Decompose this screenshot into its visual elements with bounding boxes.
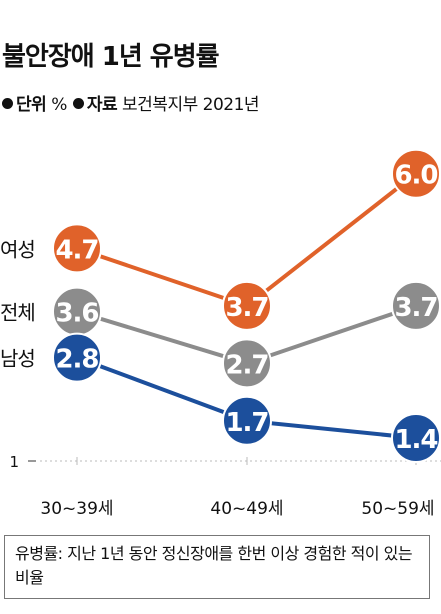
series-label-2: 전체 (0, 301, 35, 325)
point-marker (222, 280, 272, 331)
y-tick-label: 1 (9, 453, 19, 471)
data-point: 2.7 (222, 338, 272, 389)
series-label-3: 남성 (0, 347, 35, 371)
data-point: 1.7 (222, 395, 272, 446)
data-point: 6.0 (391, 148, 441, 199)
data-label: 1.4 (394, 425, 437, 455)
data-label: 3.7 (225, 293, 268, 323)
point-marker (222, 395, 272, 446)
data-point: 3.7 (391, 280, 441, 331)
point-marker (222, 338, 272, 389)
data-label: 4.7 (55, 235, 98, 265)
data-label: 2.8 (55, 345, 98, 375)
footnote: 유병률: 지난 1년 동안 정신장애를 한번 이상 경험한 적이 있는 비율 (4, 535, 430, 599)
chart-meta: 단위 % 자료 보건복지부 2021년 (2, 90, 260, 115)
point-marker (52, 223, 102, 274)
unit-value: % (51, 95, 67, 115)
data-label: 2.7 (225, 350, 268, 380)
source-label: 자료 (86, 95, 118, 115)
data-point: 1.4 (391, 413, 441, 464)
bullet-icon (2, 98, 13, 109)
point-marker (391, 148, 441, 199)
data-point: 3.7 (222, 280, 272, 331)
series-label-1: 여성 (0, 237, 35, 261)
data-point: 3.6 (52, 286, 102, 337)
point-marker (52, 332, 102, 383)
x-tick-label-50~59-: 50~59세 (361, 499, 434, 519)
data-label: 3.7 (394, 293, 437, 323)
chart-title: 불안장애 1년 유병률 (2, 42, 220, 72)
point-marker (391, 280, 441, 331)
data-label: 6.0 (394, 161, 437, 191)
data-label: 3.6 (55, 299, 98, 329)
line-chart: 1 30~39세 40~49세 50~59세 4.7 3.7 6.0 3.6 2.7 3.7 2.8… (0, 148, 441, 519)
data-point: 4.7 (52, 223, 102, 274)
bullet-icon (72, 98, 84, 109)
data-label: 1.7 (225, 408, 268, 438)
source-value: 보건복지부 2021년 (122, 95, 260, 115)
x-tick-label-30~39-: 30~39세 (40, 499, 113, 519)
unit-label: 단위 (16, 95, 47, 115)
data-point: 2.8 (52, 332, 102, 383)
x-tick-label-40~49-: 40~49세 (210, 499, 283, 519)
point-marker (391, 413, 441, 464)
